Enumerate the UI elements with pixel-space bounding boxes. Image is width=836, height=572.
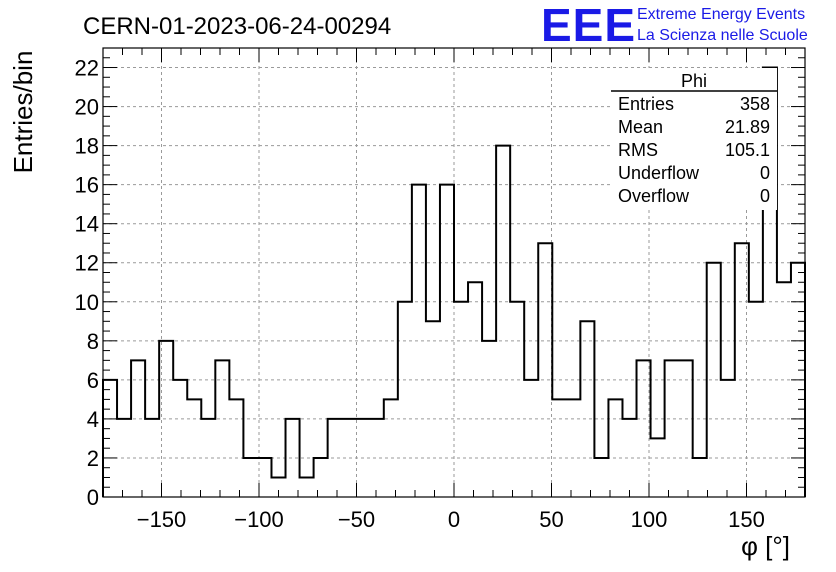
y-tick-label: 16 (75, 173, 99, 198)
stats-row-label: Mean (618, 117, 663, 137)
y-axis-label: Entries/bin (8, 51, 38, 174)
stats-title: Phi (681, 71, 707, 91)
stats-rows: Entries 358 Mean 21.89 RMS 105.1 Underflow 0 Ove… (618, 94, 770, 206)
y-tick-label: 4 (87, 407, 99, 432)
x-tick-label: −150 (137, 507, 187, 532)
y-tick-label: 10 (75, 290, 99, 315)
histogram-series (102, 66, 806, 497)
y-tick-label: 8 (87, 329, 99, 354)
x-tick-label: 50 (539, 507, 563, 532)
x-tick-label: 100 (631, 507, 668, 532)
x-tick-label: −100 (234, 507, 284, 532)
y-tick-label: 6 (87, 368, 99, 393)
chart-title: CERN-01-2023-06-24-00294 (83, 13, 391, 40)
y-tick-labels: 0 2 4 6 8 10 12 14 16 18 20 22 (75, 56, 99, 510)
y-tick-label: 0 (87, 485, 99, 510)
y-tick-label: 18 (75, 134, 99, 159)
stats-row-label: Overflow (618, 186, 690, 206)
stats-row-value: 0 (760, 163, 770, 183)
logo-mark: EEE (541, 0, 636, 51)
y-tick-label: 2 (87, 446, 99, 471)
x-axis-label: φ [°] (741, 531, 790, 561)
eee-logo: EEE Extreme Energy Events La Scienza nel… (541, 0, 808, 51)
stats-row-value: 358 (740, 94, 770, 114)
x-tick-label: 150 (728, 507, 765, 532)
logo-line-1: Extreme Energy Events (637, 6, 805, 23)
axis-ticks (102, 47, 806, 498)
stats-row-label: Underflow (618, 163, 700, 183)
y-tick-label: 22 (75, 56, 99, 81)
x-tick-labels: −150 −100 −50 0 50 100 150 (137, 507, 765, 532)
stats-box: Phi Entries 358 Mean 21.89 RMS 105.1 Underflow… (611, 68, 777, 210)
stats-row-value: 21.89 (725, 117, 770, 137)
y-tick-label: 12 (75, 251, 99, 276)
stats-row-value: 105.1 (725, 140, 770, 160)
logo-line-2: La Scienza nelle Scuole (637, 27, 808, 44)
stats-row-label: Entries (618, 94, 674, 114)
stats-row-value: 0 (760, 186, 770, 206)
y-tick-label: 14 (75, 212, 99, 237)
stats-row-label: RMS (618, 140, 658, 160)
x-tick-label: 0 (448, 507, 460, 532)
x-tick-label: −50 (338, 507, 375, 532)
y-tick-label: 20 (75, 95, 99, 120)
